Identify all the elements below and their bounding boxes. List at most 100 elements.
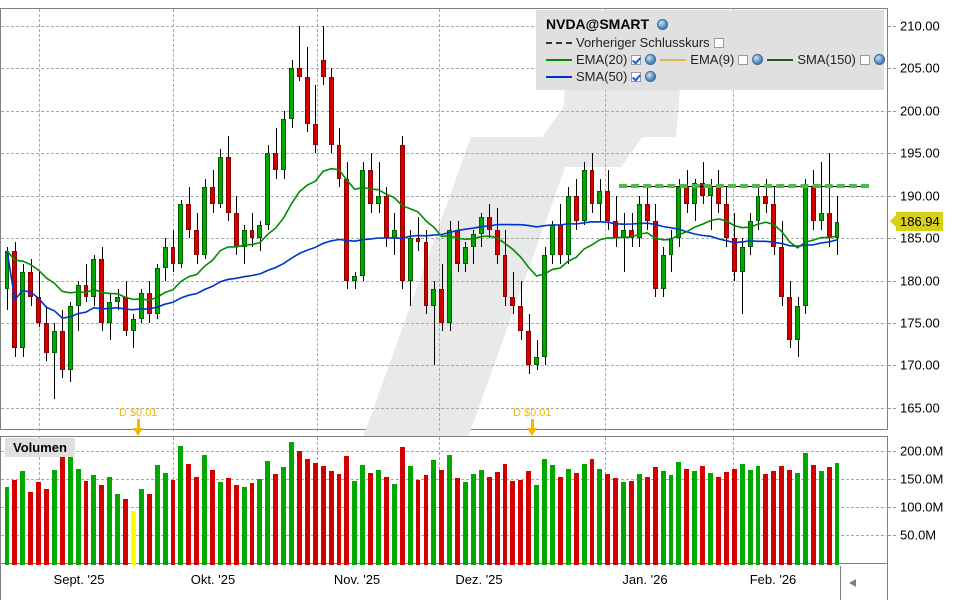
candle-body[interactable] <box>589 170 595 205</box>
candle-body[interactable] <box>423 242 429 306</box>
volume-bar[interactable] <box>360 465 366 565</box>
volume-bar[interactable] <box>328 470 334 565</box>
volume-bar[interactable] <box>12 479 18 565</box>
candle-body[interactable] <box>217 157 223 205</box>
volume-bar[interactable] <box>225 478 231 565</box>
candle-body[interactable] <box>518 305 524 332</box>
candle-body[interactable] <box>399 144 405 281</box>
candle-body[interactable] <box>360 170 366 277</box>
candle-body[interactable] <box>644 204 650 222</box>
candle-body[interactable] <box>233 212 239 247</box>
volume-bar[interactable] <box>731 468 737 565</box>
volume-bar[interactable] <box>597 468 603 565</box>
volume-bar[interactable] <box>818 470 824 565</box>
chart-legend[interactable]: NVDA@SMART Vorheriger Schlusskurs EMA(20… <box>536 10 885 90</box>
volume-bar[interactable] <box>170 479 176 565</box>
volume-bar[interactable] <box>107 476 113 565</box>
volume-bar[interactable] <box>186 464 192 565</box>
x-axis[interactable]: Sept. '25 Okt. '25 Nov. '25 Dez. '25 Jan. '2… <box>0 564 888 600</box>
volume-bar[interactable] <box>399 447 405 565</box>
candle-body[interactable] <box>486 216 492 230</box>
candle-body[interactable] <box>636 204 642 239</box>
volume-bar[interactable] <box>542 458 547 565</box>
candle-body[interactable] <box>447 229 453 323</box>
candle-body[interactable] <box>328 76 334 145</box>
volume-bar[interactable] <box>376 469 381 565</box>
volume-bar[interactable] <box>573 473 579 565</box>
candle-body[interactable] <box>20 272 26 349</box>
dividend-marker[interactable]: D $0.01 <box>119 407 158 436</box>
candle-body[interactable] <box>304 76 310 124</box>
volume-bar[interactable] <box>668 475 674 565</box>
volume-bar[interactable] <box>289 441 294 565</box>
candle-body[interactable] <box>431 289 437 306</box>
volume-bar[interactable] <box>486 476 492 565</box>
volume-bar[interactable] <box>810 465 816 565</box>
candle-body[interactable] <box>44 322 49 353</box>
candle-body[interactable] <box>265 153 271 226</box>
volume-bar[interactable] <box>708 473 713 565</box>
candle-body[interactable] <box>225 157 231 213</box>
volume-bar[interactable] <box>636 474 642 565</box>
candle-body[interactable] <box>162 246 168 268</box>
volume-bar[interactable] <box>439 469 445 565</box>
candle-body[interactable] <box>818 212 824 222</box>
legend-item-sma150[interactable]: SMA(150) <box>767 52 885 67</box>
candle-body[interactable] <box>549 225 555 256</box>
volume-bar[interactable] <box>510 481 516 565</box>
last-price-label[interactable]: 186.94 <box>896 211 943 231</box>
volume-bar[interactable] <box>44 488 49 565</box>
candle-body[interactable] <box>652 221 658 289</box>
volume-bar[interactable] <box>75 468 81 565</box>
volume-bar[interactable] <box>20 470 26 565</box>
ema20-globe-icon[interactable] <box>645 54 657 65</box>
volume-bar[interactable] <box>581 464 587 565</box>
candle-body[interactable] <box>297 68 302 77</box>
volume-bar[interactable] <box>660 470 666 565</box>
candle-body[interactable] <box>312 123 318 145</box>
ema9-globe-icon[interactable] <box>752 54 764 65</box>
volume-bar[interactable] <box>202 455 208 565</box>
candle-body[interactable] <box>700 182 706 196</box>
globe-icon[interactable] <box>656 19 668 30</box>
volume-bar[interactable] <box>557 476 563 565</box>
volume-bar[interactable] <box>217 482 223 565</box>
volume-bar[interactable] <box>257 478 263 565</box>
volume-bar[interactable] <box>502 464 508 565</box>
candle-body[interactable] <box>368 170 374 205</box>
volume-bar[interactable] <box>755 466 761 565</box>
candle-body[interactable] <box>542 255 547 357</box>
candle-body[interactable] <box>273 153 279 171</box>
volume-bar[interactable] <box>723 472 729 565</box>
candle-body[interactable] <box>138 293 144 319</box>
volume-bar[interactable] <box>644 476 650 565</box>
volume-bar[interactable] <box>589 458 595 565</box>
candle-body[interactable] <box>115 297 121 302</box>
volume-bar[interactable] <box>652 467 658 565</box>
volume-bar[interactable] <box>415 479 421 565</box>
volume-bar[interactable] <box>391 483 397 565</box>
volume-bar[interactable] <box>684 468 690 565</box>
volume-plot-area[interactable] <box>1 437 889 565</box>
candle-body[interactable] <box>692 182 698 205</box>
candle-body[interactable] <box>91 259 97 298</box>
candle-body[interactable] <box>787 297 793 340</box>
candle-body[interactable] <box>415 238 421 243</box>
candle-body[interactable] <box>257 225 263 239</box>
volume-bar[interactable] <box>51 469 57 565</box>
price-axis[interactable]: 210.00 205.00 200.00 195.00 190.00 185.00 180.… <box>888 8 960 430</box>
candle-body[interactable] <box>463 246 468 264</box>
candle-body[interactable] <box>739 246 745 273</box>
candle-body[interactable] <box>834 221 840 239</box>
volume-bar[interactable] <box>676 461 682 565</box>
volume-bar[interactable] <box>138 489 144 565</box>
candle-body[interactable] <box>376 195 381 205</box>
dividend-marker[interactable]: D $0.01 <box>513 407 552 436</box>
volume-bar[interactable] <box>534 485 540 565</box>
candle-body[interactable] <box>795 305 800 340</box>
candle-body[interactable] <box>597 191 603 205</box>
volume-bar[interactable] <box>518 479 524 565</box>
volume-bar[interactable] <box>304 458 310 565</box>
volume-bar[interactable] <box>273 474 279 565</box>
candle-body[interactable] <box>241 229 247 247</box>
